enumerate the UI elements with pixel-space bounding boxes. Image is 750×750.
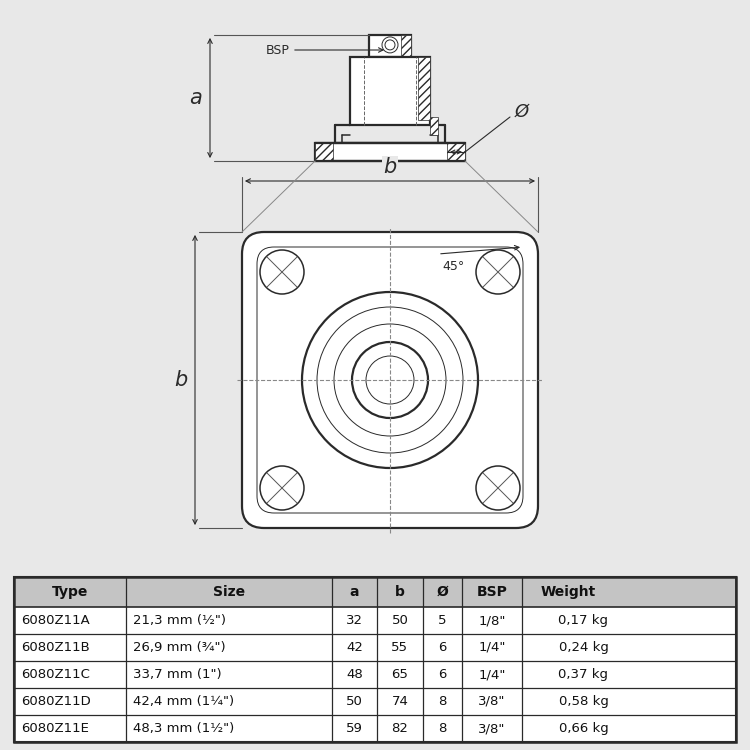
Text: Weight: Weight — [541, 585, 596, 599]
Text: a: a — [190, 88, 202, 108]
Bar — [350, 57, 430, 125]
Text: 50: 50 — [392, 614, 408, 627]
Bar — [14, 577, 736, 742]
Text: 59: 59 — [346, 722, 363, 735]
Text: 0,66 kg: 0,66 kg — [559, 722, 608, 735]
Text: 33,7 mm (1"): 33,7 mm (1") — [133, 668, 221, 681]
Text: Size: Size — [213, 585, 244, 599]
Text: 42: 42 — [346, 641, 363, 654]
Text: 3/8": 3/8" — [478, 695, 506, 708]
Text: 45°: 45° — [442, 260, 464, 273]
Text: 50: 50 — [346, 695, 363, 708]
Text: 6: 6 — [438, 668, 447, 681]
Text: 82: 82 — [392, 722, 408, 735]
Bar — [401, 35, 411, 57]
Text: 6080Z11E: 6080Z11E — [21, 722, 88, 735]
Text: Type: Type — [52, 585, 88, 599]
Text: 6080Z11C: 6080Z11C — [21, 668, 90, 681]
Text: 1/8": 1/8" — [478, 614, 506, 627]
Bar — [14, 577, 736, 742]
Text: 55: 55 — [392, 641, 409, 654]
Text: 48,3 mm (1½"): 48,3 mm (1½") — [133, 722, 234, 735]
Text: b: b — [395, 585, 405, 599]
Text: 74: 74 — [392, 695, 408, 708]
Bar — [369, 35, 411, 57]
Text: BSP: BSP — [266, 44, 290, 56]
Bar — [14, 577, 736, 607]
Bar — [418, 57, 430, 120]
Text: Ø: Ø — [436, 585, 448, 599]
Text: 8: 8 — [438, 695, 447, 708]
Text: 6080Z11A: 6080Z11A — [21, 614, 90, 627]
Text: 6: 6 — [438, 641, 447, 654]
Text: 5: 5 — [438, 614, 447, 627]
Text: a: a — [350, 585, 359, 599]
Text: 6080Z11B: 6080Z11B — [21, 641, 90, 654]
Text: 0,58 kg: 0,58 kg — [559, 695, 608, 708]
Bar — [447, 143, 465, 161]
Bar — [315, 143, 333, 161]
Text: 8: 8 — [438, 722, 447, 735]
Text: 26,9 mm (¾"): 26,9 mm (¾") — [133, 641, 226, 654]
Text: 0,24 kg: 0,24 kg — [559, 641, 608, 654]
Text: 3/8": 3/8" — [478, 722, 506, 735]
Text: 48: 48 — [346, 668, 363, 681]
Text: 1/4": 1/4" — [478, 641, 506, 654]
Bar — [315, 143, 465, 161]
Text: b: b — [383, 157, 397, 177]
Text: 0,37 kg: 0,37 kg — [559, 668, 608, 681]
Text: 65: 65 — [392, 668, 408, 681]
Text: 0,17 kg: 0,17 kg — [559, 614, 608, 627]
Text: 21,3 mm (½"): 21,3 mm (½") — [133, 614, 226, 627]
Text: BSP: BSP — [476, 585, 508, 599]
Bar — [430, 117, 438, 135]
FancyBboxPatch shape — [242, 232, 538, 528]
Text: 32: 32 — [346, 614, 363, 627]
Text: 1/4": 1/4" — [478, 668, 506, 681]
Text: 6080Z11D: 6080Z11D — [21, 695, 91, 708]
Text: 42,4 mm (1¼"): 42,4 mm (1¼") — [133, 695, 234, 708]
Text: b: b — [174, 370, 188, 390]
Text: Ø: Ø — [515, 103, 529, 121]
